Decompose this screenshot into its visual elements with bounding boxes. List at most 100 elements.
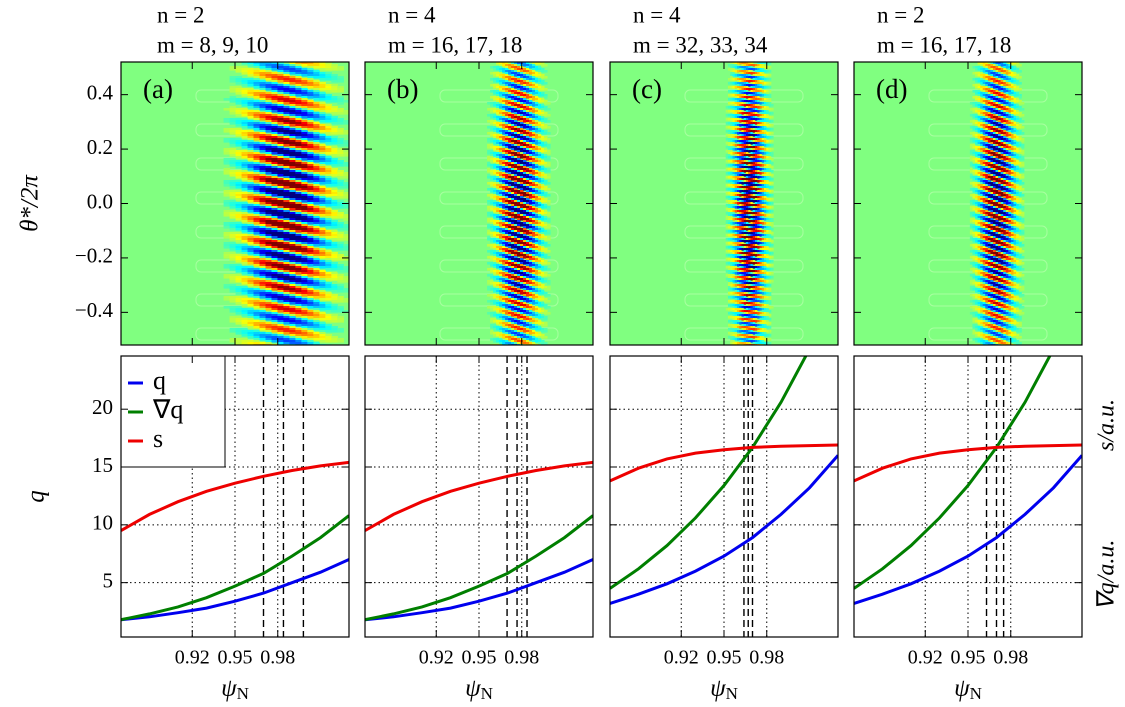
mode-pattern <box>508 116 512 119</box>
mode-pattern <box>493 158 497 161</box>
mode-pattern <box>535 192 539 195</box>
mode-pattern <box>543 180 548 183</box>
mode-pattern <box>253 252 261 255</box>
mode-pattern <box>247 288 255 291</box>
mode-pattern <box>520 150 524 153</box>
mode-pattern <box>235 68 243 71</box>
mode-pattern <box>523 152 527 155</box>
mode-pattern <box>259 208 267 211</box>
mode-pattern <box>247 186 255 189</box>
mode-pattern <box>343 142 349 145</box>
mode-pattern <box>523 86 527 89</box>
mode-pattern <box>505 190 509 193</box>
mode-pattern <box>490 302 494 305</box>
mode-pattern <box>505 328 509 331</box>
mode-pattern <box>511 214 515 217</box>
mode-pattern <box>514 274 518 277</box>
mode-pattern <box>543 82 548 85</box>
mode-pattern <box>514 260 518 263</box>
panel-title: m = 16, 17, 18 <box>388 32 522 57</box>
mode-pattern <box>277 188 285 191</box>
mode-pattern <box>235 266 243 269</box>
mode-pattern <box>331 202 338 205</box>
mode-pattern <box>537 76 542 79</box>
mode-pattern <box>295 142 303 145</box>
mode-pattern <box>526 210 530 213</box>
mode-pattern <box>259 90 267 93</box>
mode-pattern <box>241 260 249 263</box>
mode-pattern <box>259 134 267 137</box>
mode-pattern <box>301 104 308 107</box>
mode-pattern <box>508 294 512 297</box>
mode-pattern <box>502 182 506 185</box>
mode-pattern <box>502 122 506 125</box>
mode-pattern <box>537 194 542 197</box>
mode-pattern <box>540 76 545 79</box>
mode-pattern <box>235 120 243 123</box>
mode-pattern <box>277 166 285 169</box>
mode-pattern <box>520 322 524 325</box>
mode-pattern <box>546 212 551 215</box>
mode-pattern <box>301 200 308 203</box>
mode-pattern <box>508 66 512 69</box>
mode-pattern <box>289 332 297 335</box>
mode-pattern <box>526 324 530 327</box>
mode-pattern <box>241 166 249 169</box>
mode-pattern <box>313 170 320 173</box>
mode-pattern <box>508 132 512 135</box>
mode-pattern <box>520 258 524 261</box>
mode-pattern <box>289 324 297 327</box>
mode-pattern <box>247 280 255 283</box>
mode-pattern <box>493 312 497 315</box>
mode-pattern <box>283 172 291 175</box>
mode-pattern <box>277 98 285 101</box>
mode-pattern <box>487 244 491 247</box>
mode-pattern <box>289 222 297 225</box>
mode-pattern <box>532 292 536 295</box>
mode-pattern <box>271 234 279 237</box>
mode-pattern <box>490 140 494 143</box>
mode-pattern <box>265 156 273 159</box>
mode-pattern <box>289 276 297 279</box>
mode-pattern <box>283 268 291 271</box>
mode-pattern <box>301 240 308 243</box>
mode-pattern <box>487 174 491 177</box>
mode-pattern <box>496 236 500 239</box>
mode-pattern <box>499 182 503 185</box>
mode-pattern <box>508 214 512 217</box>
mode-pattern <box>487 140 491 143</box>
mode-pattern <box>546 232 551 235</box>
mode-pattern <box>523 180 527 183</box>
mode-pattern <box>235 88 243 91</box>
mode-pattern <box>529 246 533 249</box>
mode-pattern <box>229 280 237 283</box>
mode-pattern <box>543 248 548 251</box>
mode-pattern <box>241 240 249 243</box>
mode-pattern <box>526 308 530 311</box>
mode-pattern <box>265 76 273 79</box>
mode-pattern <box>517 172 521 175</box>
mode-pattern <box>277 322 285 325</box>
mode-pattern <box>499 268 503 271</box>
mode-pattern <box>247 334 255 337</box>
mode-pattern <box>241 194 249 197</box>
mode-pattern <box>289 134 297 137</box>
mode-pattern <box>505 138 509 141</box>
mode-pattern <box>319 296 326 299</box>
mode-pattern <box>543 182 548 185</box>
mode-pattern <box>532 152 536 155</box>
mode-pattern <box>540 138 545 141</box>
mode-pattern <box>241 142 249 145</box>
mode-pattern <box>535 250 539 253</box>
mode-pattern <box>313 254 320 257</box>
mode-pattern <box>537 214 542 217</box>
mode-pattern <box>499 136 503 139</box>
mode-pattern <box>502 324 506 327</box>
mode-pattern <box>319 298 326 301</box>
mode-pattern <box>223 138 231 141</box>
mode-pattern <box>523 328 527 331</box>
mode-pattern <box>331 120 338 123</box>
mode-pattern <box>508 276 512 279</box>
mode-pattern <box>537 124 542 127</box>
mode-pattern <box>517 252 521 255</box>
